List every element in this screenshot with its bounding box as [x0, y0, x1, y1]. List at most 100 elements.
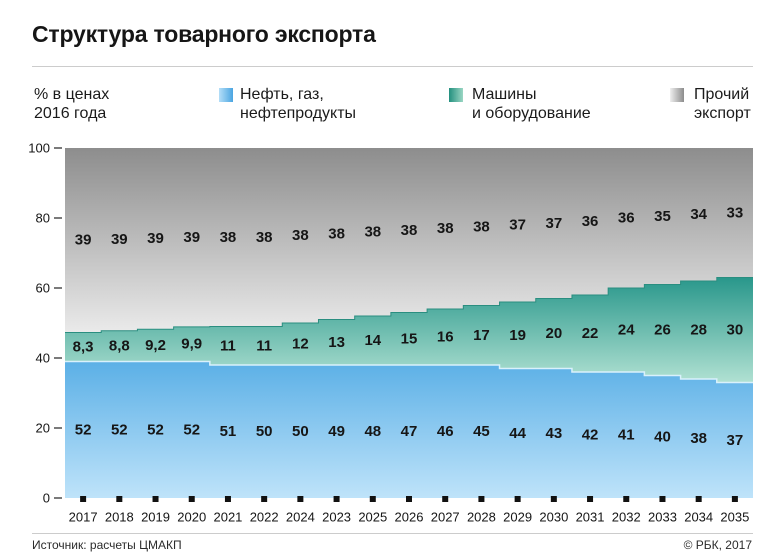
data-label-other-exports-2027: 38 [437, 220, 454, 237]
data-label-machinery-2030: 20 [545, 325, 562, 342]
column-segment-oil-gas-2028 [463, 365, 501, 498]
column-segment-oil-gas-2019 [137, 361, 175, 498]
column-segment-machinery-2029 [499, 302, 537, 369]
machinery-band-top-edge [65, 277, 753, 333]
column-segment-machinery-2024 [282, 323, 320, 365]
data-label-machinery-2027: 16 [437, 329, 454, 346]
data-label-machinery-2023: 13 [328, 334, 345, 351]
x-tick-marker-2019 [152, 496, 159, 502]
oil-gas-band-top-edge [65, 360, 753, 384]
column-segment-oil-gas-2024 [282, 365, 320, 498]
data-label-machinery-2024: 12 [292, 336, 309, 353]
x-tick-label-2023: 2023 [322, 510, 351, 525]
chart-title: Структура товарного экспорта [32, 21, 376, 47]
x-tick-label-2025: 2025 [358, 510, 387, 525]
x-tick-marker-2020 [188, 496, 195, 502]
column-segment-other-exports-2025 [354, 148, 392, 316]
column-segment-other-exports-2032 [608, 148, 645, 288]
data-label-machinery-2034: 28 [690, 322, 707, 339]
x-tick-label-2029: 2029 [503, 510, 532, 525]
legend-swatch-machinery [449, 88, 463, 102]
column-segment-oil-gas-2017 [65, 361, 102, 498]
x-tick-marker-2030 [550, 496, 557, 502]
column-segment-other-exports-2018 [101, 148, 139, 331]
data-label-other-exports-2031: 36 [582, 213, 599, 230]
x-tick-label-2022: 2022 [250, 510, 279, 525]
data-label-machinery-2026: 15 [401, 330, 418, 347]
column-segment-other-exports-2033 [644, 148, 682, 285]
y-tick-label-80: 80 [36, 211, 50, 226]
column-segment-oil-gas-2018 [101, 361, 139, 498]
data-label-oil-gas-2018: 52 [111, 421, 128, 438]
data-label-machinery-2021: 11 [220, 337, 236, 354]
x-tick-marker-2022 [261, 496, 268, 502]
x-tick-label-2021: 2021 [213, 510, 242, 525]
column-segment-machinery-2035 [716, 277, 753, 383]
data-label-other-exports-2022: 38 [256, 229, 273, 246]
x-tick-label-2024: 2024 [286, 510, 315, 525]
column-segment-machinery-2032 [608, 288, 645, 372]
data-label-machinery-2031: 22 [582, 325, 599, 342]
data-label-oil-gas-2032: 41 [618, 427, 635, 444]
x-tick-label-2027: 2027 [431, 510, 460, 525]
column-segments [65, 148, 753, 498]
data-label-oil-gas-2022: 50 [256, 423, 273, 440]
column-segment-other-exports-2023 [318, 148, 356, 320]
x-tick-marker-2035 [731, 496, 738, 502]
column-segment-machinery-2034 [680, 281, 718, 379]
y-axis: 0 20 40 60 80 100 [28, 141, 62, 506]
column-segment-other-exports-2034 [680, 148, 718, 281]
data-label-other-exports-2034: 34 [690, 206, 707, 223]
data-label-other-exports-2032: 36 [618, 210, 635, 227]
x-tick-marker-2031 [587, 496, 594, 502]
band-edges [65, 277, 753, 384]
x-tick-marker-2028 [478, 496, 485, 502]
x-tick-marker-2033 [659, 496, 666, 502]
data-label-other-exports-2021: 38 [220, 229, 237, 246]
column-segment-oil-gas-2031 [571, 372, 609, 498]
data-label-oil-gas-2030: 43 [545, 425, 562, 442]
column-segment-machinery-2022 [246, 326, 283, 365]
data-label-other-exports-2029: 37 [509, 217, 526, 234]
column-segment-oil-gas-2022 [246, 365, 283, 498]
column-segment-oil-gas-2035 [716, 382, 753, 498]
data-label-other-exports-2028: 38 [473, 218, 490, 235]
data-label-other-exports-2030: 37 [545, 215, 562, 232]
data-label-other-exports-2020: 39 [183, 229, 200, 246]
x-tick-label-2018: 2018 [105, 510, 134, 525]
column-segment-machinery-2026 [390, 312, 428, 365]
x-tick-label-2019: 2019 [141, 510, 170, 525]
x-tick-label-2034: 2034 [684, 510, 713, 525]
legend-label-machinery: Машины и оборудование [472, 86, 591, 122]
data-label-oil-gas-2020: 52 [183, 421, 200, 438]
legend-swatch-other-exports [670, 88, 684, 102]
x-tick-label-2035: 2035 [720, 510, 749, 525]
column-segment-other-exports-2024 [282, 148, 320, 323]
column-segment-oil-gas-2030 [535, 368, 573, 498]
x-tick-label-2032: 2032 [612, 510, 641, 525]
column-segment-other-exports-2021 [209, 148, 247, 327]
x-tick-label-2020: 2020 [177, 510, 206, 525]
column-segment-machinery-2021 [209, 326, 247, 365]
data-label-oil-gas-2021: 51 [220, 423, 237, 440]
data-label-machinery-2019: 9,2 [145, 337, 166, 354]
legend-label-oil-gas: Нефть, газ, нефтепродукты [240, 86, 357, 122]
x-tick-marker-2025 [369, 496, 376, 502]
column-segment-oil-gas-2026 [390, 365, 428, 498]
x-tick-marker-2026 [406, 496, 412, 502]
column-segment-other-exports-2028 [463, 148, 501, 306]
data-label-other-exports-2019: 39 [147, 230, 164, 247]
column-segment-oil-gas-2021 [209, 365, 247, 498]
data-label-oil-gas-2029: 44 [509, 425, 526, 442]
column-segment-oil-gas-2020 [173, 361, 211, 498]
column-segment-machinery-2025 [354, 316, 392, 365]
x-tick-marker-2017 [80, 496, 87, 502]
data-label-oil-gas-2034: 38 [690, 430, 707, 447]
copyright: © РБК, 2017 [683, 538, 752, 552]
x-tick-marker-2027 [442, 496, 449, 502]
data-label-oil-gas-2025: 48 [364, 423, 381, 440]
legend-label-other-exports: Прочий экспорт [694, 86, 751, 122]
x-tick-marker-2024 [297, 496, 304, 502]
x-tick-marker-2018 [116, 496, 123, 502]
